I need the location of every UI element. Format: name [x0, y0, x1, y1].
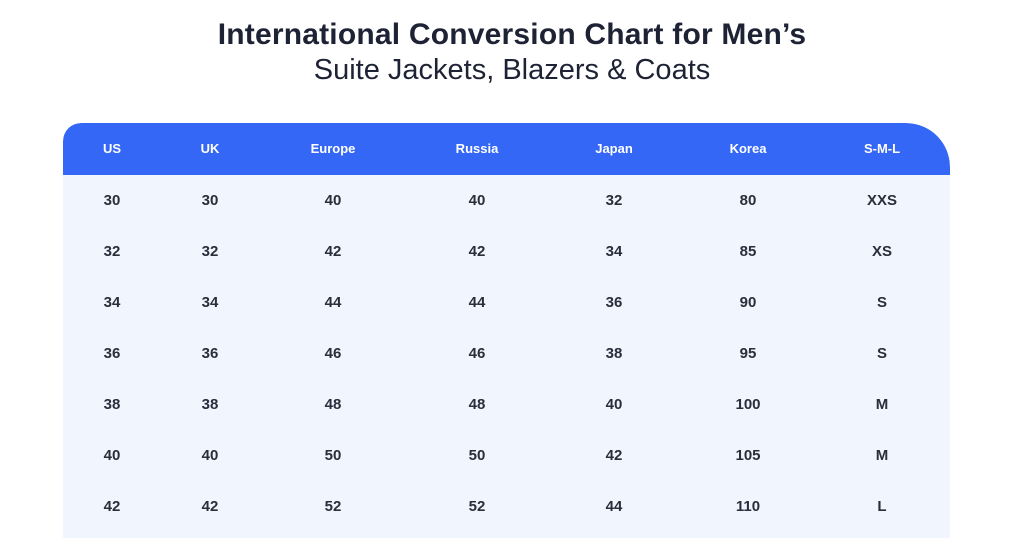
table-cell: M	[875, 447, 889, 464]
table-cell: 50	[324, 447, 342, 464]
table-cell: 42	[605, 447, 623, 464]
table-cell: 34	[605, 243, 623, 260]
table-cell: 36	[103, 345, 121, 362]
table-cell: 80	[739, 192, 757, 209]
table-cell: S	[876, 345, 888, 362]
table-cell: 36	[201, 345, 219, 362]
column-header-sml: S-M-L	[863, 141, 901, 156]
table-cell: 100	[735, 396, 761, 413]
table-cell: S	[876, 294, 888, 311]
table-cell: XXS	[866, 192, 898, 209]
table-cell: 34	[103, 294, 121, 311]
table-cell: 110	[735, 498, 761, 515]
table-cell: 42	[324, 243, 342, 260]
table-cell: M	[875, 396, 889, 413]
table-row: 32 32 42 42 34 85 XS	[63, 226, 950, 277]
table-cell: 38	[605, 345, 623, 362]
column-header-uk: UK	[200, 141, 220, 156]
table-header-row: US UK Europe Russia Japan Korea S-M-L	[63, 123, 950, 175]
table-cell: XS	[871, 243, 893, 260]
table-cell: 38	[201, 396, 219, 413]
table-row: 30 30 40 40 32 80 XXS	[63, 175, 950, 226]
table-cell: 30	[201, 192, 219, 209]
table-cell: 42	[103, 498, 121, 515]
table-cell: 48	[324, 396, 342, 413]
table-row: 34 34 44 44 36 90 S	[63, 277, 950, 328]
table-cell: 42	[201, 498, 219, 515]
table-cell: 40	[324, 192, 342, 209]
table-cell: 40	[201, 447, 219, 464]
table-cell: 32	[201, 243, 219, 260]
table-cell: 44	[605, 498, 623, 515]
page-subtitle: Suite Jackets, Blazers & Coats	[313, 54, 711, 86]
table-cell: 34	[201, 294, 219, 311]
table-cell: 85	[739, 243, 757, 260]
table-cell: 42	[468, 243, 486, 260]
table-cell: 52	[468, 498, 486, 515]
table-cell: 38	[103, 396, 121, 413]
table-cell: 48	[468, 396, 486, 413]
table-cell: 52	[324, 498, 342, 515]
table-cell: 32	[103, 243, 121, 260]
page-title: International Conversion Chart for Men’s	[217, 18, 807, 51]
column-header-korea: Korea	[729, 141, 767, 156]
table-cell: 40	[605, 396, 623, 413]
table-cell: 30	[103, 192, 121, 209]
column-header-japan: Japan	[595, 141, 633, 156]
column-header-us: US	[102, 141, 122, 156]
table-row: 40 40 50 50 42 105 M	[63, 430, 950, 481]
table-cell: 44	[324, 294, 342, 311]
table-cell: 44	[468, 294, 486, 311]
size-conversion-table: US UK Europe Russia Japan Korea S-M-L 30…	[63, 123, 950, 538]
table-cell: 36	[605, 294, 623, 311]
table-row: 38 38 48 48 40 100 M	[63, 379, 950, 430]
table-cell: 46	[324, 345, 342, 362]
table-cell: L	[877, 498, 887, 515]
table-cell: 105	[735, 447, 761, 464]
table-cell: 50	[468, 447, 486, 464]
column-header-russia: Russia	[455, 141, 499, 156]
column-header-europe: Europe	[310, 141, 356, 156]
table-cell: 40	[103, 447, 121, 464]
table-cell: 90	[739, 294, 757, 311]
table-cell: 95	[739, 345, 757, 362]
table-row: 36 36 46 46 38 95 S	[63, 328, 950, 379]
table-cell: 32	[605, 192, 623, 209]
table-cell: 46	[468, 345, 486, 362]
table-cell: 40	[468, 192, 486, 209]
table-row: 42 42 52 52 44 110 L	[63, 481, 950, 532]
